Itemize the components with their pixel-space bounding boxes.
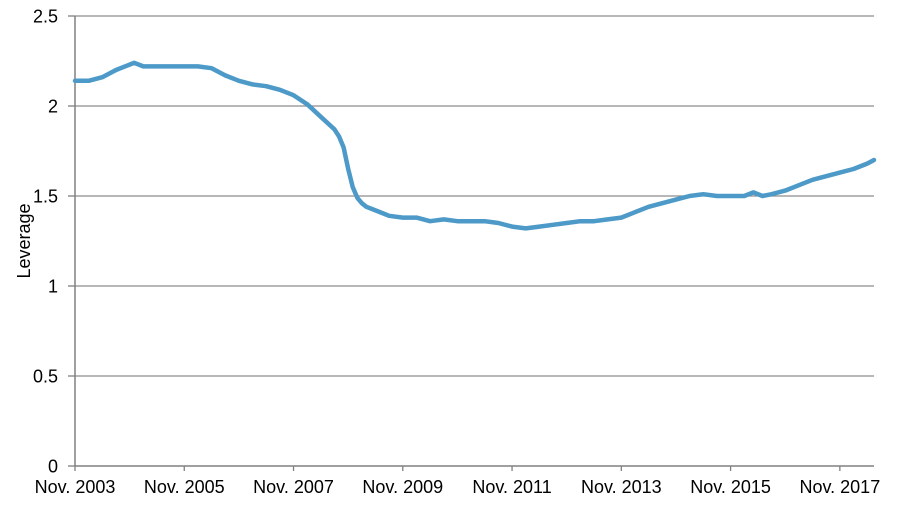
x-tick-label: Nov. 2015: [690, 477, 771, 497]
x-tick-label: Nov. 2009: [362, 477, 443, 497]
y-axis-title: Leverage: [14, 203, 34, 278]
x-tick-label: Nov. 2011: [472, 477, 551, 497]
leverage-series-line: [72, 60, 877, 231]
y-axis-ticks: [68, 15, 75, 467]
x-tick-label: Nov. 2013: [581, 477, 662, 497]
x-axis-ticks: [74, 466, 841, 471]
y-tick-label: 2.5: [33, 7, 58, 27]
y-tick-label: 1.5: [33, 187, 58, 207]
y-axis-tick-labels: 0 0.5 1 1.5 2 2.5: [33, 7, 58, 477]
y-tick-label: 1: [48, 277, 58, 297]
gridlines: [75, 15, 874, 377]
x-axis-tick-labels: Nov. 2003 Nov. 2005 Nov. 2007 Nov. 2009 Nov.…: [35, 477, 881, 497]
y-tick-label: 2: [48, 97, 58, 117]
y-tick-label: 0: [48, 457, 58, 477]
x-tick-label: Nov. 2007: [253, 477, 334, 497]
x-tick-label: Nov. 2003: [35, 477, 116, 497]
x-tick-label: Nov. 2005: [144, 477, 225, 497]
y-tick-label: 0.5: [33, 367, 58, 387]
x-tick-label: Nov. 2017: [799, 477, 880, 497]
